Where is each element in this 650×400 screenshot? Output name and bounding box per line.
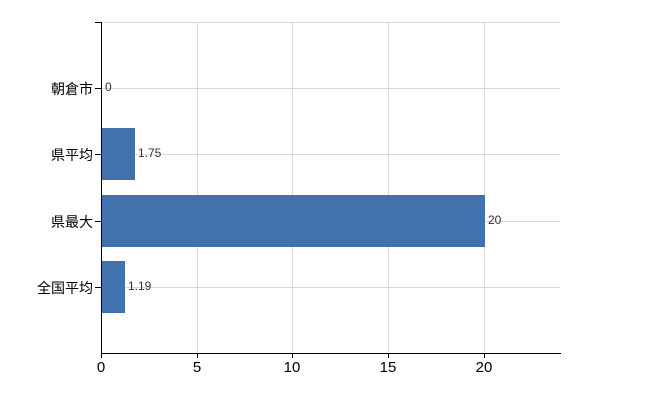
category-label: 朝倉市 <box>51 81 93 97</box>
x-axis-tick-label: 5 <box>192 359 202 376</box>
horizontal-gridline <box>102 88 560 89</box>
bar-value-label: 1.19 <box>128 279 152 293</box>
bar-value-label: 1.75 <box>138 146 162 160</box>
x-axis-tick <box>388 354 389 358</box>
x-axis-tick-label: 15 <box>379 359 397 376</box>
x-axis-tick <box>292 354 293 358</box>
bar <box>102 128 135 180</box>
bar <box>102 261 125 313</box>
y-axis-tick <box>95 154 101 155</box>
category-label: 県平均 <box>51 147 93 163</box>
vertical-gridline <box>484 23 485 353</box>
y-axis-tick <box>95 287 101 288</box>
y-axis-top-tick <box>95 22 101 23</box>
horizontal-gridline <box>102 154 560 155</box>
y-axis-line <box>101 22 102 354</box>
vertical-gridline <box>388 23 389 353</box>
x-axis-tick-label: 10 <box>283 359 301 376</box>
x-axis-tick <box>101 354 102 358</box>
vertical-gridline <box>197 23 198 353</box>
x-axis-line <box>101 353 561 354</box>
y-axis-tick <box>95 88 101 89</box>
vertical-gridline <box>292 23 293 353</box>
plot-top-border <box>102 22 560 23</box>
bar-value-label: 20 <box>488 213 502 227</box>
category-label: 県最大 <box>51 214 93 230</box>
x-axis-tick <box>197 354 198 358</box>
horizontal-gridline <box>102 287 560 288</box>
x-axis-tick-label: 0 <box>96 359 106 376</box>
y-axis-tick <box>95 221 101 222</box>
bar-value-label: 0 <box>105 80 112 94</box>
bar <box>102 195 485 247</box>
x-axis-tick <box>484 354 485 358</box>
category-label: 全国平均 <box>37 280 93 296</box>
x-axis-tick-label: 20 <box>475 359 493 376</box>
